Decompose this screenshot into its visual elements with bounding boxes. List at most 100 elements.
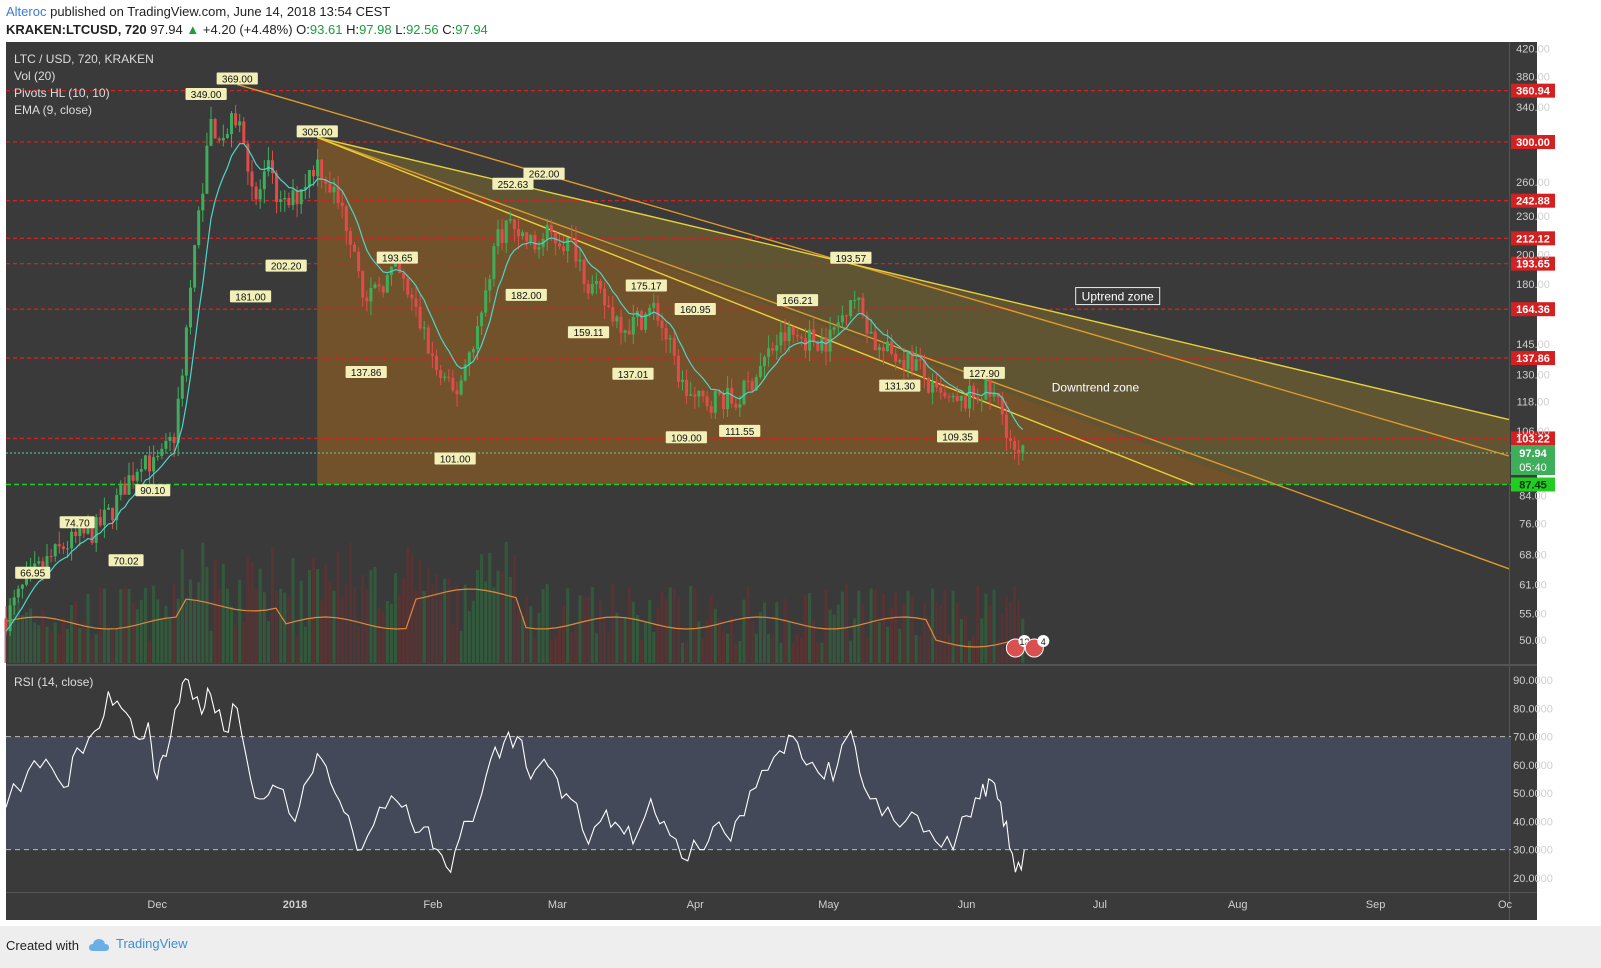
candle [578, 248, 582, 272]
pivot-label: 66.95 [20, 569, 45, 580]
candle [947, 393, 951, 403]
high-label: H: [346, 22, 360, 37]
volume-bar [517, 608, 520, 663]
volume-bar [922, 604, 926, 663]
volume-bar [160, 618, 164, 663]
candle [959, 395, 963, 412]
price-tick-label: 106.00 [1516, 426, 1550, 438]
candle [287, 192, 291, 208]
candle [574, 226, 578, 269]
volume-bar [299, 580, 303, 663]
volume-bar [156, 599, 160, 663]
author-link[interactable]: Alteroc [6, 4, 47, 19]
price-tick-label: 130.00 [1516, 369, 1550, 381]
ema-path [5, 143, 1024, 632]
volume-bar [4, 630, 8, 663]
candle [447, 368, 451, 383]
volume-bar [754, 633, 758, 663]
volume-bar [693, 588, 697, 663]
flag-count-label: 4 [1041, 637, 1046, 647]
candle [676, 349, 680, 389]
candle [225, 128, 229, 139]
candle [517, 218, 520, 250]
pivot-label: 252.63 [498, 180, 529, 191]
volume-bar [312, 558, 315, 663]
candle [976, 388, 980, 404]
volume-bar [763, 602, 766, 663]
volume-bar [357, 626, 361, 663]
candle [275, 170, 279, 214]
candle [603, 282, 607, 320]
resistance-price-tag [1511, 302, 1555, 317]
volume-bar [303, 626, 307, 663]
candle [890, 334, 894, 356]
candle [307, 169, 311, 199]
up-arrow-icon: ▲ [186, 22, 200, 37]
trend-line-wedge [317, 136, 1194, 486]
indicator-name: EMA (9, close) [14, 103, 92, 117]
candle [779, 320, 783, 353]
candle [652, 293, 656, 321]
volume-bar [184, 599, 188, 663]
pivot-label: 109.35 [942, 432, 973, 443]
close-label: C: [442, 22, 456, 37]
candle [972, 382, 976, 411]
tradingview-link[interactable]: TradingView [88, 936, 188, 952]
volume-bar [119, 589, 123, 663]
candle [504, 219, 508, 253]
candle [201, 183, 205, 222]
volume-bar [45, 626, 49, 663]
volume-bar [545, 584, 549, 663]
candle [607, 296, 611, 309]
price-tick-label: 380.00 [1516, 71, 1550, 83]
resistance-price-tag [1511, 193, 1555, 208]
time-tick-label: Apr [687, 899, 704, 911]
candle [160, 443, 164, 460]
volume-bar [225, 588, 229, 663]
volume-bar [111, 629, 115, 663]
candle [205, 132, 209, 195]
volume-bar [385, 601, 389, 663]
candle [189, 279, 192, 335]
candle [877, 343, 881, 359]
volume-bar [521, 616, 525, 663]
volume-bar [750, 621, 754, 663]
candle [8, 597, 12, 636]
candle [988, 374, 992, 410]
candle [246, 140, 250, 185]
pivot-box [59, 516, 95, 529]
volume-bar [377, 607, 381, 663]
candle [164, 433, 168, 454]
candle [402, 269, 406, 291]
volume-bar [353, 586, 356, 663]
pivot-label: 90.10 [140, 486, 165, 497]
candle [767, 335, 771, 367]
volume-bars [4, 541, 1025, 663]
volume-bar [726, 633, 730, 663]
volume-bar [717, 618, 721, 663]
candle [705, 391, 709, 411]
resistance-price-tag [1511, 231, 1555, 246]
volume-bar [849, 640, 853, 663]
volume-bar [258, 568, 262, 663]
pivot-box [505, 288, 547, 301]
volume-bar [685, 640, 689, 663]
volume-bar [603, 616, 607, 663]
rsi-tick-label: 30.0000 [1513, 845, 1553, 857]
candle [627, 319, 631, 335]
bar-countdown-label: 05:40 [1519, 462, 1547, 474]
pivot-label: 262.00 [529, 170, 560, 181]
pivot-box [229, 290, 272, 303]
volume-bar [832, 614, 836, 663]
candle [480, 310, 484, 335]
candle [123, 476, 127, 495]
candle [910, 345, 914, 376]
volume-bar [681, 642, 684, 663]
volume-bar [730, 616, 734, 663]
candle [832, 326, 836, 335]
volume-bar [644, 621, 648, 663]
candle [299, 189, 303, 214]
resistance-price-tag [1511, 135, 1555, 150]
